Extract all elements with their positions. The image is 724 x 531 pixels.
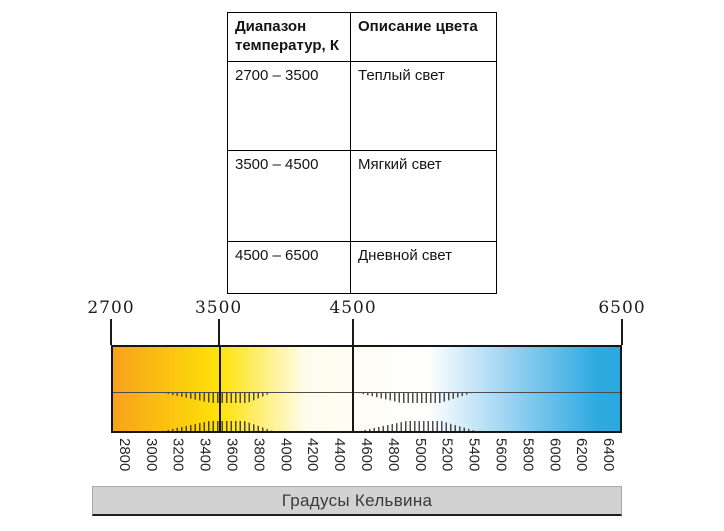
- footer-label: Градусы Кельвина: [281, 490, 433, 510]
- kelvin-tick-label: 3800: [250, 438, 268, 472]
- table-header-description: Описание цвета: [350, 12, 497, 62]
- footer-bar: Градусы Кельвина: [92, 486, 622, 516]
- scale-marker-label: 4500: [329, 298, 377, 318]
- scale-marker-tick: [217, 319, 220, 345]
- kelvin-tick-label: 5600: [492, 438, 510, 472]
- kelvin-tick-label: 4600: [358, 438, 375, 472]
- table-header-range: Диапазон температур, К: [227, 12, 351, 62]
- ruler-fringe: [163, 421, 273, 431]
- scale-bottom-ticks: 2800 3000 3200 3400 3600 3800 4000 4200 …: [111, 438, 622, 488]
- scale-marker-label: 2700: [87, 298, 135, 318]
- kelvin-tick-label: 3200: [169, 438, 187, 472]
- table-header-row: Диапазон температур, К Описание цвета: [227, 12, 497, 62]
- table-row: 3500 – 4500 Мягкий свет: [227, 149, 497, 242]
- kelvin-tick-label: 4000: [277, 438, 295, 472]
- kelvin-tick-label: 3000: [142, 438, 160, 472]
- kelvin-tick-label: 6400: [600, 438, 618, 472]
- table-row: 2700 – 3500 Теплый свет: [227, 60, 497, 151]
- table-cell-range: 4500 – 6500: [227, 240, 351, 294]
- kelvin-tick-label: 6000: [546, 438, 564, 472]
- table-cell-description: Дневной свет: [350, 240, 497, 294]
- table-cell-description: Теплый свет: [350, 60, 497, 151]
- kelvin-tick-label: 3600: [223, 438, 241, 472]
- bar-middle-line: [113, 392, 620, 393]
- bar-marker-line-4500: [352, 347, 355, 431]
- kelvin-tick-label: 2800: [115, 438, 133, 472]
- ruler-fringe: [163, 393, 271, 403]
- table-cell-range: 2700 – 3500: [227, 60, 351, 151]
- scale-marker-label: 3500: [194, 298, 243, 318]
- kelvin-tick-label: 4800: [384, 438, 402, 472]
- table-cell-description: Мягкий свет: [350, 149, 497, 242]
- ruler-fringe: [360, 421, 476, 431]
- scale-marker-tick: [352, 319, 355, 345]
- gradient-bar: [111, 345, 622, 433]
- kelvin-tick-label: 6200: [573, 438, 591, 472]
- kelvin-tick-label: 5400: [465, 438, 483, 472]
- scale-marker-tick: [110, 319, 112, 345]
- ruler-fringe: [358, 393, 472, 403]
- kelvin-tick-label: 3400: [196, 438, 214, 472]
- kelvin-tick-label: 4400: [331, 438, 349, 472]
- table-cell-range: 3500 – 4500: [227, 149, 351, 242]
- color-temperature-table: Диапазон температур, К Описание цвета 27…: [227, 12, 497, 294]
- kelvin-tick-label: 4200: [304, 438, 322, 472]
- kelvin-tick-label: 5000: [411, 438, 429, 472]
- scale-top-markers: 2700 3500 4500 6500: [87, 296, 645, 345]
- scale-marker-tick: [621, 319, 623, 345]
- kelvin-tick-label: 5800: [519, 438, 537, 472]
- kelvin-tick-label: 5200: [438, 438, 456, 472]
- bar-marker-line-3500: [218, 347, 221, 431]
- table-row: 4500 – 6500 Дневной свет: [227, 240, 497, 294]
- scale-marker-label: 6500: [598, 298, 646, 318]
